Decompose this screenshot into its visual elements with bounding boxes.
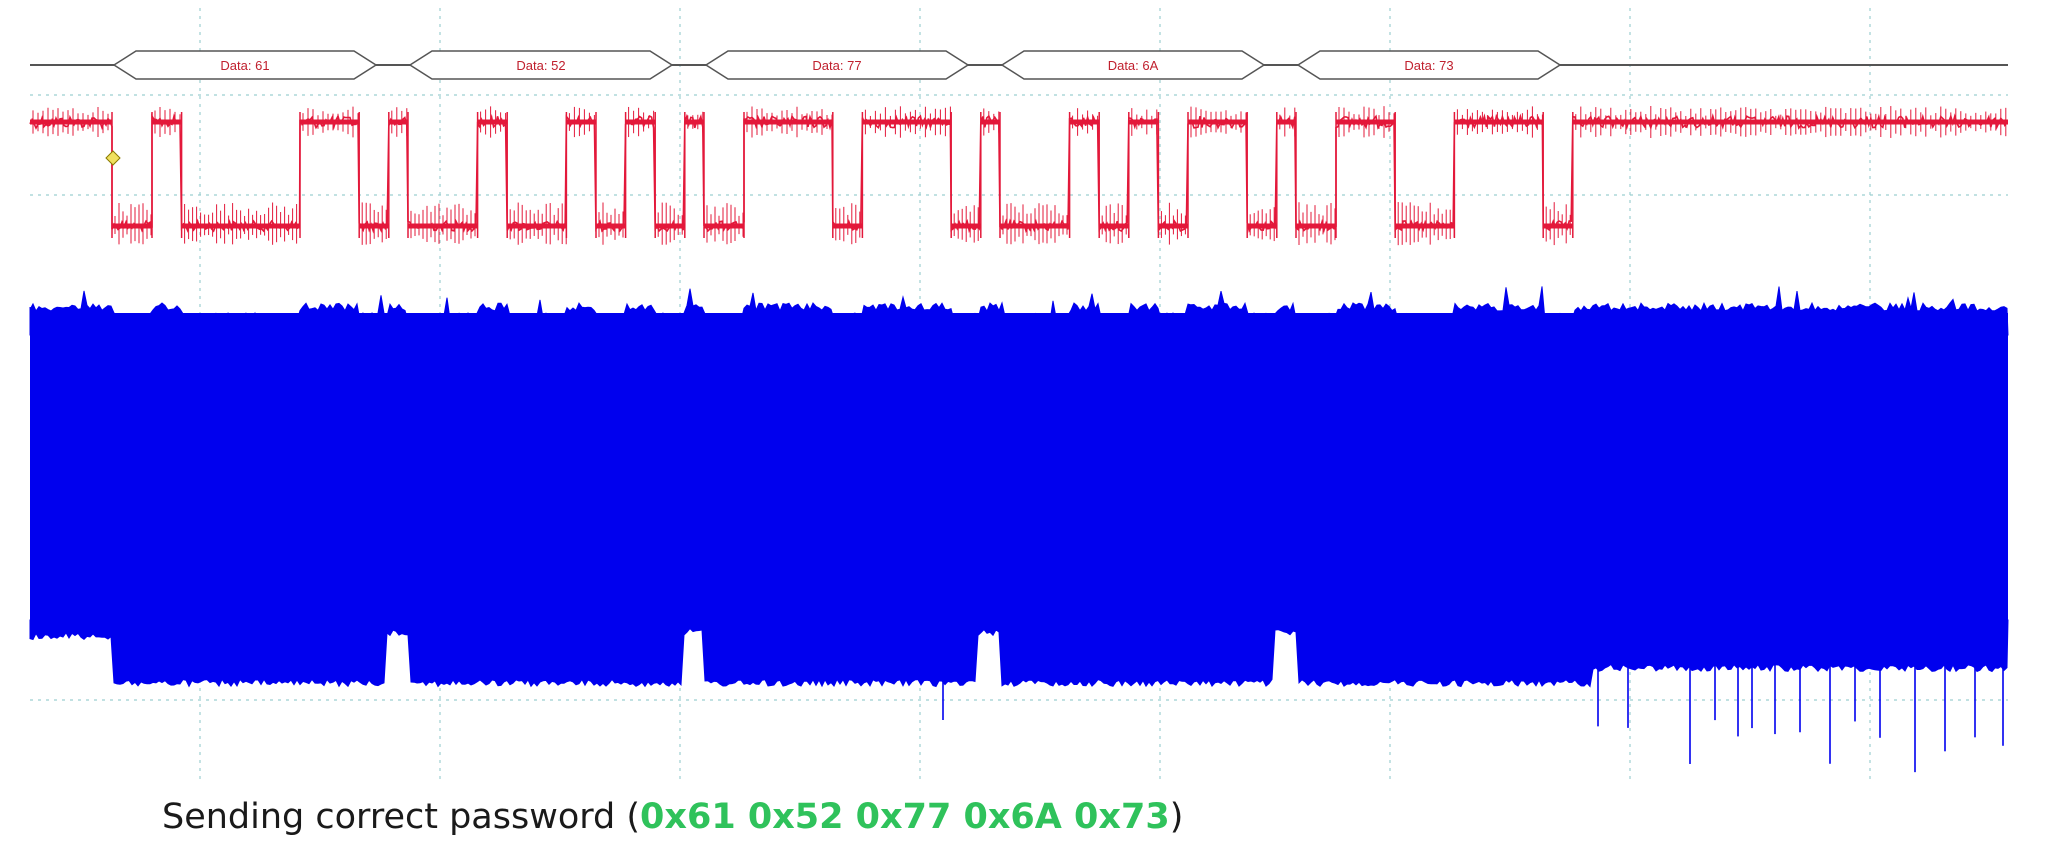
decode-frame-label: Data: 73 xyxy=(1404,58,1453,73)
decode-frame-52: Data: 52 xyxy=(408,50,674,80)
decode-frame-61: Data: 61 xyxy=(112,50,378,80)
caption-prefix: Sending correct password ( xyxy=(162,797,641,837)
decode-frame-73: Data: 73 xyxy=(1296,50,1562,80)
power-trace-bottom-envelope xyxy=(29,619,2009,688)
caption-suffix: ) xyxy=(1169,797,1184,837)
decode-frame-box xyxy=(408,50,674,80)
power-trace-band xyxy=(30,313,2008,628)
decode-frame-box xyxy=(1000,50,1266,80)
caption: Sending correct password (0x61 0x52 0x77… xyxy=(162,792,1183,842)
power-trace-top-envelope xyxy=(29,286,2009,336)
decode-frame-label: Data: 6A xyxy=(1108,58,1159,73)
decode-frame-box xyxy=(112,50,378,80)
decode-frame-6a: Data: 6A xyxy=(1000,50,1266,80)
decode-bus: Data: 61 Data: 52 Data: 77 Data: 6A Data: 73 xyxy=(30,50,2008,80)
decode-frame-box xyxy=(1296,50,1562,80)
serial-data-trace xyxy=(29,106,2008,246)
serial-line-waveform xyxy=(29,113,2008,234)
decode-frame-box xyxy=(704,50,970,80)
decode-frame-label: Data: 61 xyxy=(220,58,269,73)
caption-password-bytes: 0x61 0x52 0x77 0x6A 0x73 xyxy=(640,797,1170,837)
power-trace xyxy=(29,286,2009,773)
decode-frame-label: Data: 77 xyxy=(812,58,861,73)
trigger-marker-icon xyxy=(105,150,121,166)
decode-frame-77: Data: 77 xyxy=(704,50,970,80)
trigger-markers xyxy=(105,150,121,166)
oscilloscope-capture: Data: 61 Data: 52 Data: 77 Data: 6A Data: 73 xyxy=(29,8,2009,780)
decode-frame-label: Data: 52 xyxy=(516,58,565,73)
